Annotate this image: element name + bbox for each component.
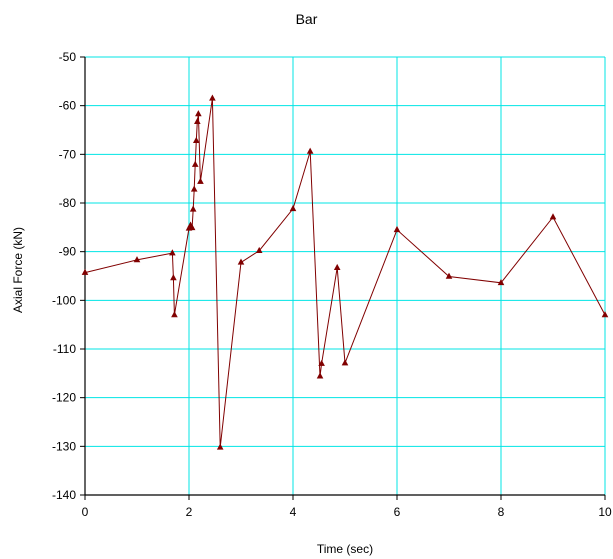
data-point — [209, 94, 216, 101]
data-point — [318, 359, 325, 366]
data-point — [133, 256, 141, 263]
x-tick-label: 10 — [598, 505, 612, 519]
data-point — [195, 110, 202, 117]
y-tick-label: -80 — [59, 196, 77, 210]
y-tick-label: -110 — [53, 342, 76, 356]
data-point — [191, 160, 199, 167]
data-point — [192, 136, 200, 144]
data-point — [341, 359, 349, 366]
data-point — [170, 274, 177, 281]
data-point — [393, 225, 401, 233]
data-point — [306, 147, 314, 154]
y-tick-label: -60 — [59, 99, 77, 113]
x-tick-label: 8 — [498, 505, 505, 519]
x-axis-label: Time (sec) — [317, 542, 373, 556]
data-point — [237, 258, 245, 265]
y-tick-label: -50 — [59, 50, 77, 64]
x-tick-label: 6 — [394, 505, 401, 519]
y-tick-label: -100 — [52, 293, 76, 307]
data-point — [316, 372, 324, 379]
x-tick-label: 2 — [186, 505, 193, 519]
y-tick-label: -120 — [52, 391, 76, 405]
y-axis-ticks: -140 -130 -120 -110 -100 -90 -80 -70 -60 -50 — [52, 50, 85, 502]
data-point — [289, 205, 297, 212]
data-point — [190, 185, 198, 192]
data-point — [333, 263, 341, 271]
data-series — [81, 94, 609, 450]
data-point — [497, 278, 505, 286]
data-point — [549, 213, 557, 220]
data-point — [81, 268, 89, 275]
x-axis-ticks: 0 2 4 6 8 10 — [82, 495, 612, 519]
y-tick-label: -140 — [52, 488, 76, 502]
data-point — [169, 249, 176, 256]
y-tick-label: -90 — [59, 245, 77, 259]
x-tick-label: 0 — [82, 505, 89, 519]
data-point — [445, 272, 453, 279]
series-line — [84, 98, 606, 448]
data-point — [188, 223, 196, 231]
data-point — [197, 177, 204, 184]
grid-lines — [85, 56, 606, 495]
data-point — [189, 205, 197, 212]
data-point — [601, 311, 609, 318]
data-point — [194, 117, 201, 125]
chart-title: Bar — [296, 11, 318, 27]
data-point — [216, 443, 224, 450]
data-point — [255, 246, 263, 253]
x-tick-label: 4 — [290, 505, 297, 519]
data-point — [171, 311, 178, 318]
y-tick-label: -70 — [59, 147, 77, 161]
y-axis-label: Axial Force (kN) — [11, 227, 25, 313]
y-tick-label: -130 — [52, 439, 76, 453]
axes — [84, 57, 605, 496]
